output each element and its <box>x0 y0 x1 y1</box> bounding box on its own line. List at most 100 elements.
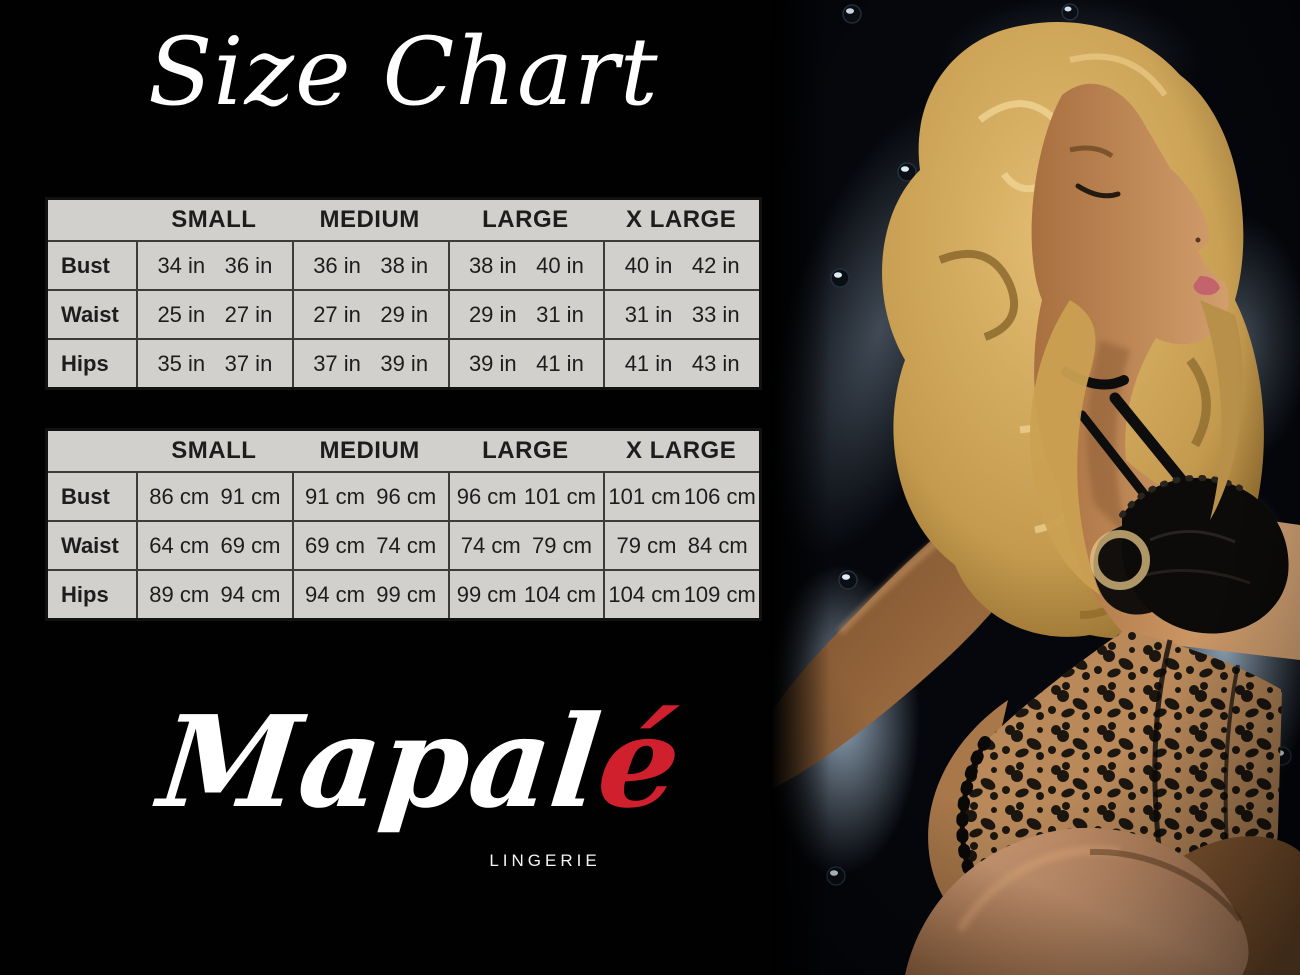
measurement-cell: 36 in 38 in <box>291 242 448 289</box>
column-header-large: LARGE <box>482 437 569 464</box>
measurement-cell: 34 in 36 in <box>136 242 292 289</box>
measurement-cell: 79 cm 84 cm <box>603 522 759 569</box>
measurement-cell: 64 cm 69 cm <box>136 522 292 569</box>
measurement-value: 38 in <box>468 252 517 278</box>
measurement-value: 79 cm <box>616 532 677 558</box>
measurement-cell: 91 cm 96 cm <box>291 473 448 520</box>
measurement-cell: 101 cm 106 cm <box>603 473 759 520</box>
measurement-cell: 41 in 43 in <box>603 340 759 387</box>
row-label: Hips <box>61 350 109 376</box>
measurement-cell: 38 in 40 in <box>447 242 604 289</box>
page-title: Size Chart <box>148 18 659 127</box>
measurement-value: 37 in <box>224 350 273 376</box>
measurement-cell: 94 cm 99 cm <box>291 571 448 618</box>
column-header-xlarge: X LARGE <box>626 437 737 464</box>
measurement-value: 31 in <box>624 301 673 327</box>
measurement-value: 74 cm <box>376 532 437 558</box>
measurement-cell: 74 cm 79 cm <box>447 522 604 569</box>
measurement-value: 27 in <box>313 301 361 327</box>
measurement-value: 43 in <box>691 350 740 376</box>
measurement-value: 35 in <box>157 350 206 376</box>
measurement-cell: 39 in 41 in <box>447 340 604 387</box>
measurement-value: 25 in <box>157 301 206 327</box>
measurement-cell: 96 cm 101 cm <box>447 473 604 520</box>
measurement-value: 40 in <box>536 252 584 278</box>
measurement-cell: 31 in 33 in <box>603 291 759 338</box>
table-row-bust: Bust 86 cm 91 cm 91 cm 96 cm 96 cm 101 c… <box>48 471 759 520</box>
measurement-value: 38 in <box>380 252 429 278</box>
table-row-waist: Waist 64 cm 69 cm 69 cm 74 cm 74 cm 79 c… <box>48 520 759 569</box>
measurement-value: 84 cm <box>687 532 748 558</box>
column-header-small: SMALL <box>171 206 257 233</box>
row-label: Hips <box>61 581 109 607</box>
measurement-value: 39 in <box>468 350 517 376</box>
measurement-cell: 25 in 27 in <box>136 291 292 338</box>
measurement-value: 74 cm <box>460 532 521 558</box>
table-header-row: SMALL MEDIUM LARGE X LARGE <box>48 431 759 471</box>
measurement-cell: 37 in 39 in <box>291 340 448 387</box>
measurement-cell: 27 in 29 in <box>291 291 448 338</box>
measurement-value: 101 cm <box>523 483 597 509</box>
measurement-value: 89 cm <box>149 581 210 607</box>
vignette-overlay <box>770 0 1300 975</box>
column-header-small: SMALL <box>171 437 257 464</box>
measurement-cell: 86 cm 91 cm <box>136 473 292 520</box>
brand-name: Mapal <box>152 688 608 836</box>
column-header-medium: MEDIUM <box>319 437 420 464</box>
measurement-value: 36 in <box>313 252 361 278</box>
measurement-value: 27 in <box>224 301 273 327</box>
measurement-value: 33 in <box>691 301 740 327</box>
measurement-value: 106 cm <box>683 483 756 509</box>
table-row-bust: Bust 34 in 36 in 36 in 38 in 38 in 40 in… <box>48 240 759 289</box>
model-photo <box>770 0 1300 975</box>
measurement-cell: 89 cm 94 cm <box>136 571 292 618</box>
measurement-value: 96 cm <box>376 483 437 509</box>
column-header-xlarge: X LARGE <box>626 206 737 233</box>
measurement-value: 64 cm <box>149 532 210 558</box>
size-table-inches: SMALL MEDIUM LARGE X LARGE Bust 34 in 36… <box>45 197 762 390</box>
measurement-value: 31 in <box>536 301 584 327</box>
measurement-value: 41 in <box>536 350 584 376</box>
measurement-cell: 99 cm 104 cm <box>447 571 604 618</box>
measurement-value: 104 cm <box>608 581 681 607</box>
brand-logo: Mapalé <box>152 688 688 836</box>
column-header-large: LARGE <box>482 206 569 233</box>
measurement-value: 91 cm <box>220 483 281 509</box>
measurement-value: 42 in <box>691 252 740 278</box>
measurement-cell: 35 in 37 in <box>136 340 292 387</box>
measurement-value: 69 cm <box>220 532 281 558</box>
brand-accent-letter: é <box>591 688 688 836</box>
table-header-row: SMALL MEDIUM LARGE X LARGE <box>48 200 759 240</box>
table-row-waist: Waist 25 in 27 in 27 in 29 in 29 in 31 i… <box>48 289 759 338</box>
measurement-value: 109 cm <box>683 581 756 607</box>
row-label: Waist <box>61 532 119 558</box>
size-table-cm: SMALL MEDIUM LARGE X LARGE Bust 86 cm 91… <box>45 428 762 621</box>
model-photo-illustration <box>770 0 1300 975</box>
row-label: Waist <box>61 301 119 327</box>
measurement-value: 91 cm <box>305 483 365 509</box>
measurement-value: 104 cm <box>523 581 597 607</box>
column-header-medium: MEDIUM <box>319 206 420 233</box>
measurement-value: 29 in <box>468 301 517 327</box>
measurement-value: 40 in <box>624 252 673 278</box>
measurement-value: 99 cm <box>456 581 517 607</box>
measurement-value: 79 cm <box>532 532 592 558</box>
measurement-value: 69 cm <box>305 532 365 558</box>
row-label: Bust <box>61 483 110 509</box>
measurement-cell: 69 cm 74 cm <box>291 522 448 569</box>
left-edge-fade <box>770 0 830 975</box>
measurement-value: 41 in <box>624 350 673 376</box>
measurement-value: 99 cm <box>376 581 437 607</box>
measurement-value: 94 cm <box>305 581 365 607</box>
measurement-value: 101 cm <box>608 483 681 509</box>
measurement-value: 29 in <box>380 301 429 327</box>
measurement-cell: 40 in 42 in <box>603 242 759 289</box>
measurement-cell: 29 in 31 in <box>447 291 604 338</box>
measurement-cell: 104 cm 109 cm <box>603 571 759 618</box>
measurement-value: 34 in <box>157 252 206 278</box>
brand-tagline: LINGERIE <box>489 851 601 870</box>
row-label: Bust <box>61 252 110 278</box>
measurement-value: 94 cm <box>220 581 281 607</box>
measurement-value: 96 cm <box>456 483 517 509</box>
measurement-value: 86 cm <box>149 483 210 509</box>
